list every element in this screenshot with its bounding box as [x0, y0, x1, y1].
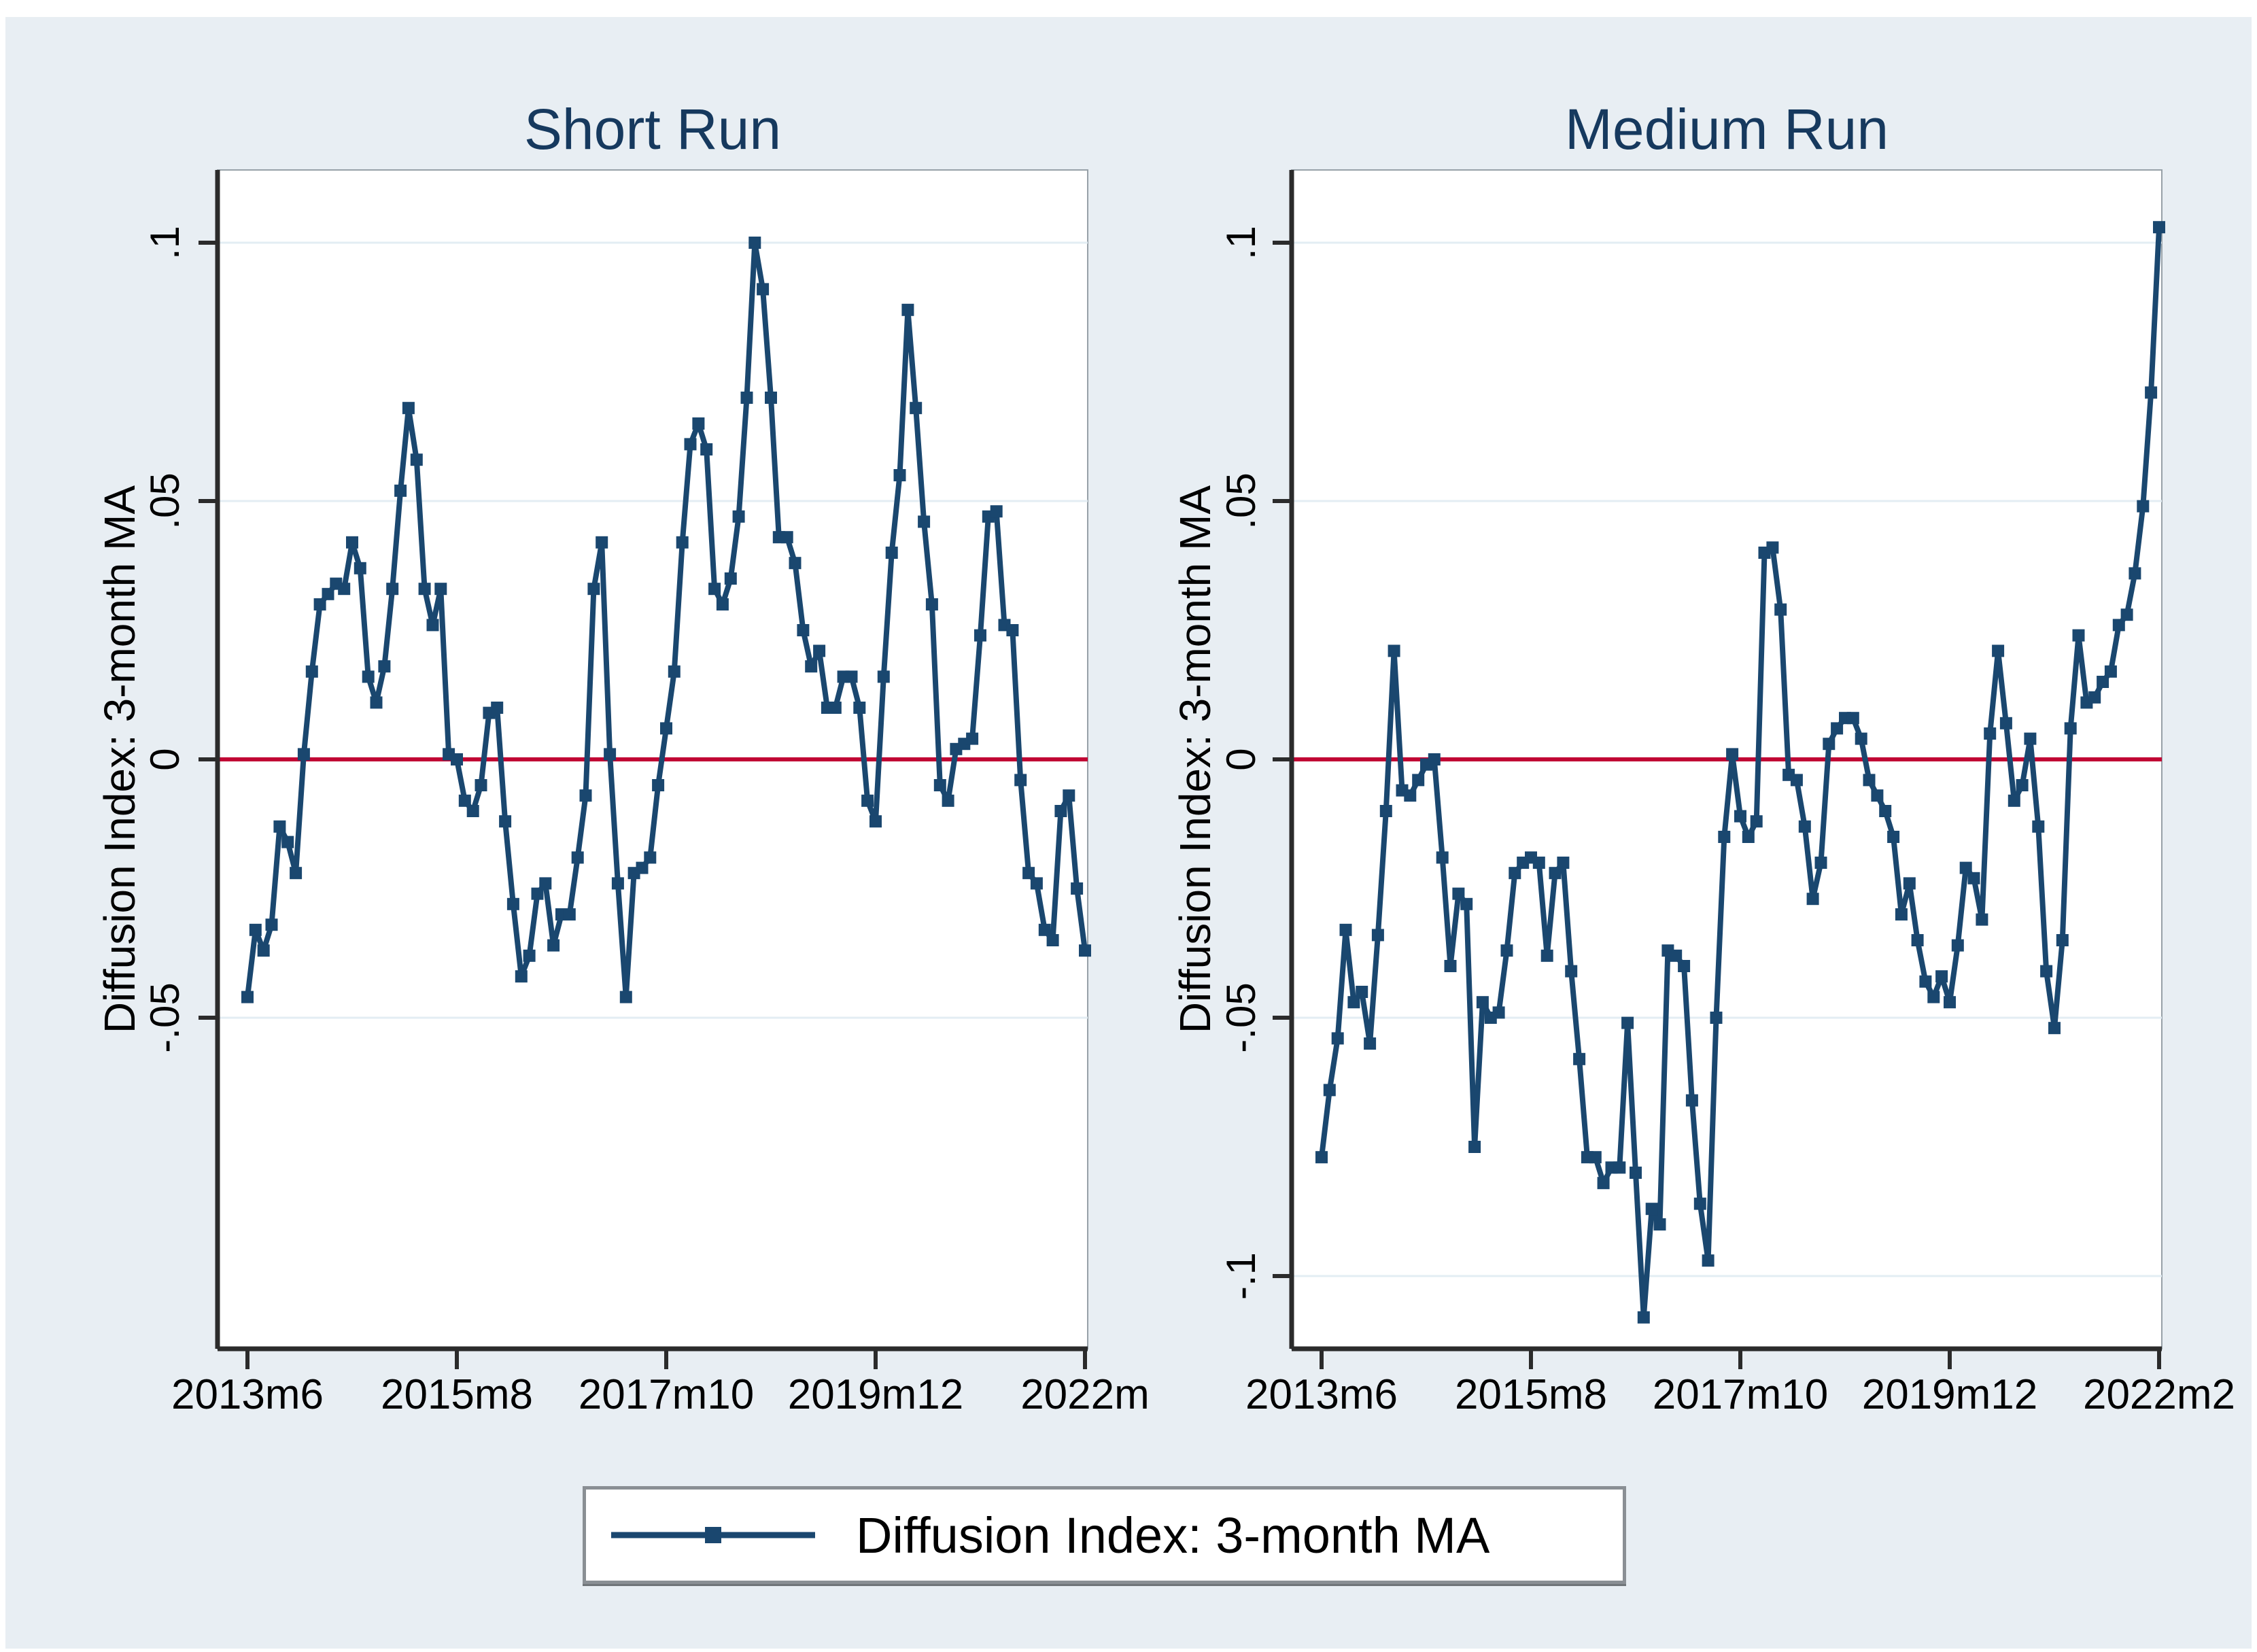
- svg-text:2017m10: 2017m10: [579, 1371, 755, 1418]
- legend-marker-icon: [705, 1527, 721, 1543]
- svg-text:.1: .1: [1218, 226, 1264, 260]
- svg-text:0: 0: [142, 748, 188, 770]
- svg-text:-.1: -.1: [1218, 1252, 1264, 1300]
- y-axis-title-left: Diffusion Index: 3-month MA: [95, 485, 144, 1034]
- svg-text:2015m8: 2015m8: [1455, 1371, 1607, 1418]
- svg-text:2022m2: 2022m2: [2083, 1371, 2235, 1418]
- legend: Diffusion Index: 3-month MA: [583, 1486, 1626, 1584]
- svg-text:.05: .05: [142, 472, 188, 529]
- svg-text:.05: .05: [1218, 472, 1264, 529]
- legend-line-sample: [611, 1527, 815, 1543]
- svg-text:2015m8: 2015m8: [381, 1371, 533, 1418]
- y-axis-title-right: Diffusion Index: 3-month MA: [1171, 485, 1220, 1034]
- svg-text:2013m6: 2013m6: [1245, 1371, 1398, 1418]
- svg-text:2019m12: 2019m12: [788, 1371, 964, 1418]
- svg-text:2022m: 2022m: [1020, 1371, 1150, 1418]
- svg-text:-.05: -.05: [1218, 982, 1264, 1052]
- svg-text:2013m6: 2013m6: [171, 1371, 324, 1418]
- panel-title-medium-run: Medium Run: [1564, 97, 1889, 161]
- svg-text:.1: .1: [142, 226, 188, 260]
- svg-text:2017m10: 2017m10: [1653, 1371, 1829, 1418]
- legend-label: Diffusion Index: 3-month MA: [856, 1507, 1490, 1564]
- panel-title-short-run: Short Run: [523, 97, 782, 161]
- svg-text:2019m12: 2019m12: [1862, 1371, 2038, 1418]
- svg-text:-.05: -.05: [142, 982, 188, 1052]
- svg-text:0: 0: [1218, 748, 1264, 770]
